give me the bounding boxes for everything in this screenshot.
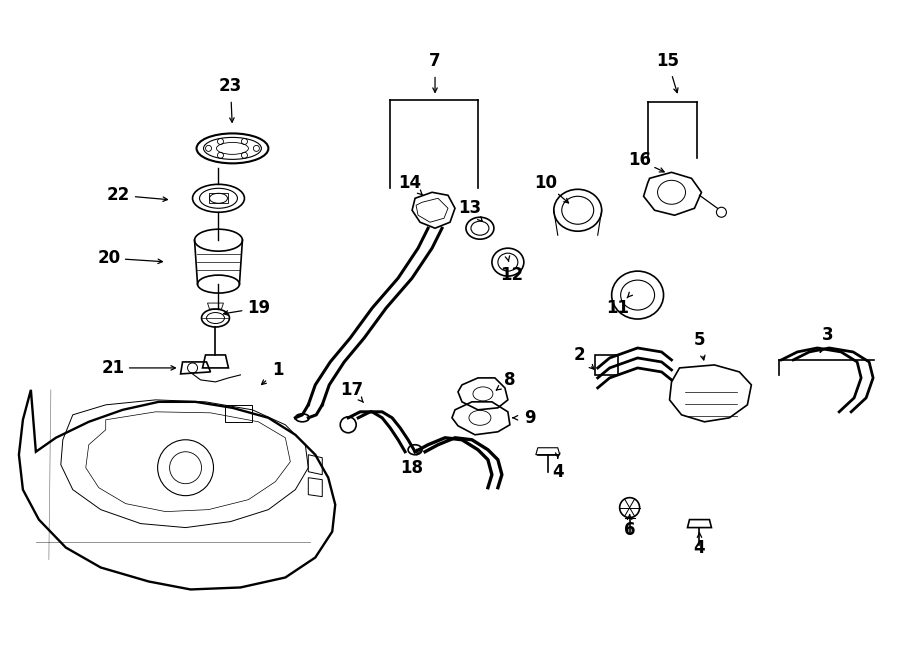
Text: 8: 8 <box>504 371 516 389</box>
Text: 4: 4 <box>552 463 563 481</box>
Text: 16: 16 <box>628 151 651 169</box>
Text: 5: 5 <box>694 331 706 349</box>
Text: 19: 19 <box>247 299 270 317</box>
Text: 17: 17 <box>340 381 364 399</box>
Text: 10: 10 <box>535 175 557 192</box>
Text: 9: 9 <box>524 408 536 427</box>
Text: 12: 12 <box>500 266 524 284</box>
Text: 18: 18 <box>400 459 424 477</box>
Text: 21: 21 <box>101 359 124 377</box>
Text: 11: 11 <box>606 299 629 317</box>
Text: 13: 13 <box>458 199 482 217</box>
Text: 4: 4 <box>694 539 706 557</box>
Text: 3: 3 <box>822 326 833 344</box>
Text: 14: 14 <box>399 175 421 192</box>
Text: 7: 7 <box>429 52 441 69</box>
Text: 22: 22 <box>107 186 130 204</box>
Text: 1: 1 <box>273 361 284 379</box>
Text: 6: 6 <box>624 521 635 539</box>
Text: 20: 20 <box>97 249 121 267</box>
Text: 2: 2 <box>574 346 586 364</box>
Text: 23: 23 <box>219 77 242 95</box>
Text: 15: 15 <box>656 52 679 69</box>
